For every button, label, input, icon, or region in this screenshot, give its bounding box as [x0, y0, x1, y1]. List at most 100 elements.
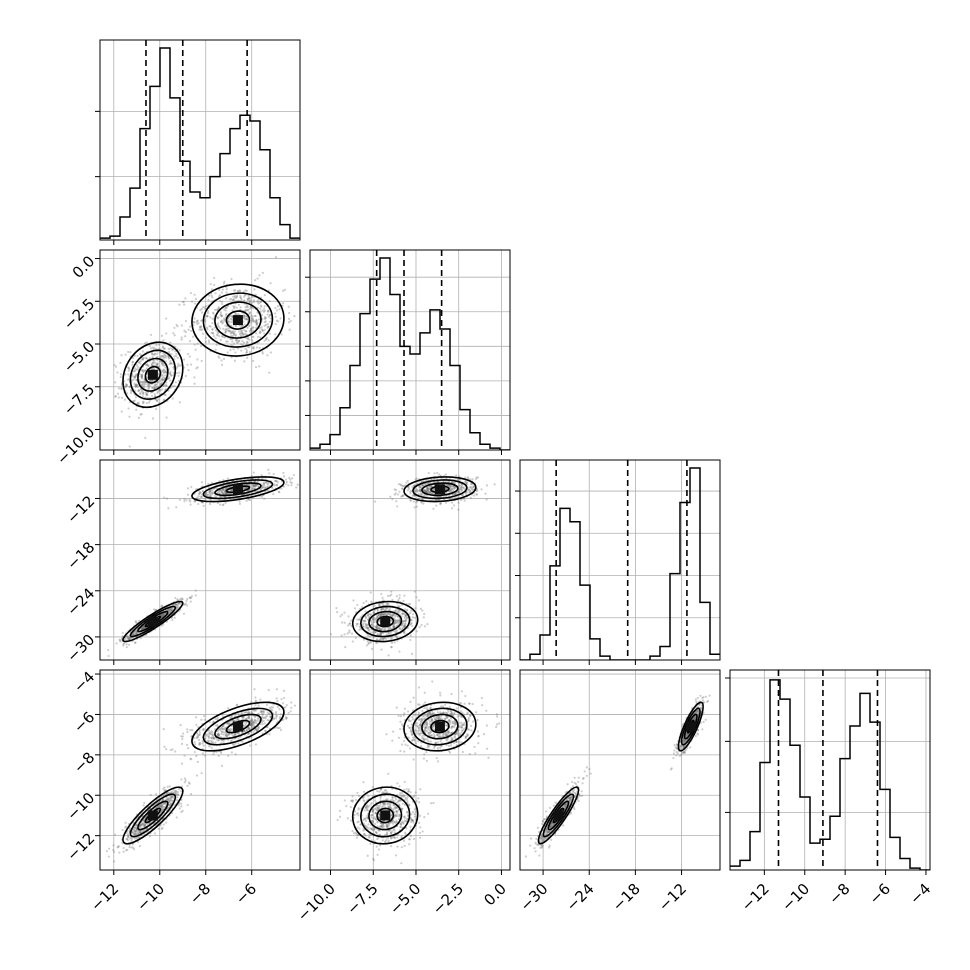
scatter-point — [255, 321, 258, 324]
y-tick-label: −2.5 — [60, 295, 98, 333]
scatter-point — [148, 399, 152, 402]
scatter-point — [136, 402, 139, 405]
scatter-point — [256, 277, 259, 280]
scatter-point — [263, 328, 266, 332]
scatter-point — [282, 471, 285, 475]
scatter-point — [175, 798, 178, 802]
scatter-point — [161, 345, 165, 348]
scatter-point — [172, 332, 175, 335]
scatter-point — [266, 326, 269, 329]
scatter-point — [250, 319, 254, 322]
scatter-point — [126, 833, 130, 836]
scatter-point — [242, 715, 245, 718]
scatter-point — [366, 626, 370, 630]
scatter-point — [150, 379, 154, 382]
scatter-point — [180, 790, 183, 793]
scatter-point — [388, 627, 391, 630]
scatter-point — [230, 314, 234, 317]
scatter-point — [196, 342, 199, 345]
scatter-point — [184, 779, 187, 782]
scatter-point — [341, 613, 344, 616]
scatter-point — [426, 486, 429, 489]
scatter-point — [375, 615, 379, 618]
scatter-point — [252, 320, 255, 323]
scatter-point — [474, 478, 477, 481]
scatter-point — [241, 740, 244, 743]
scatter-point — [184, 330, 187, 334]
scatter-point — [401, 612, 404, 615]
scatter-point — [134, 396, 138, 399]
scatter-point — [160, 613, 163, 616]
scatter-point — [254, 314, 257, 318]
scatter-point — [140, 390, 143, 393]
scatter-point — [260, 495, 264, 498]
scatter-point — [250, 719, 253, 722]
scatter-point — [172, 791, 175, 794]
scatter-point — [132, 400, 135, 403]
scatter-point — [161, 388, 164, 391]
scatter-point — [145, 827, 148, 831]
scatter-point — [252, 318, 255, 321]
scatter-point — [247, 324, 250, 328]
scatter-point — [211, 731, 214, 734]
scatter-point — [180, 598, 183, 602]
scatter-point — [160, 614, 164, 618]
scatter-point — [252, 723, 255, 726]
scatter-point — [178, 498, 182, 501]
scatter-point — [380, 602, 383, 605]
scatter-point — [439, 502, 442, 505]
scatter-point — [171, 385, 174, 388]
scatter-point — [141, 369, 144, 372]
scatter-point — [252, 307, 255, 310]
scatter-point — [252, 484, 255, 487]
scatter-point — [248, 498, 252, 502]
contour-level — [122, 600, 184, 643]
scatter-point — [389, 619, 392, 622]
scatter-point — [141, 391, 145, 394]
scatter-point — [181, 809, 184, 812]
scatter-point — [356, 603, 359, 607]
scatter-point — [142, 819, 145, 822]
scatter-point — [277, 320, 280, 323]
scatter-point — [347, 624, 350, 627]
scatter-point — [261, 317, 264, 321]
scatter-point — [157, 805, 160, 808]
scatter-point — [216, 333, 219, 336]
scatter-point — [213, 276, 216, 280]
scatter-point — [204, 336, 208, 339]
scatter-point — [193, 376, 196, 379]
scatter-point — [234, 733, 237, 736]
scatter-point — [248, 312, 251, 315]
scatter-point — [401, 495, 404, 498]
scatter-point — [274, 306, 277, 310]
scatter-point — [160, 374, 163, 377]
scatter-point — [189, 325, 192, 328]
scatter-point — [167, 357, 170, 360]
scatter-point — [160, 378, 164, 381]
scatter-point — [388, 633, 391, 636]
scatter-point — [136, 836, 140, 839]
scatter-point — [243, 299, 246, 302]
scatter-point — [390, 593, 393, 596]
scatter-point — [388, 612, 392, 615]
scatter-point — [245, 349, 248, 352]
scatter-point — [434, 498, 438, 501]
scatter-point — [142, 393, 145, 396]
scatter-point — [231, 316, 234, 319]
scatter-point — [249, 328, 252, 331]
scatter-point — [426, 486, 429, 489]
scatter-point — [225, 735, 228, 738]
scatter-point — [447, 484, 451, 487]
scatter-point — [218, 288, 221, 292]
scatter-point — [237, 742, 240, 745]
scatter-point — [212, 311, 215, 314]
scatter-point — [135, 363, 139, 367]
scatter-point — [255, 322, 258, 325]
scatter-point — [422, 616, 425, 619]
scatter-point — [392, 625, 395, 628]
panel-3-0: −12−10−8−6−4−12 −10 −8 −6 — [63, 668, 301, 915]
scatter-point — [229, 330, 232, 333]
scatter-point — [178, 602, 181, 605]
scatter-point — [366, 640, 369, 643]
